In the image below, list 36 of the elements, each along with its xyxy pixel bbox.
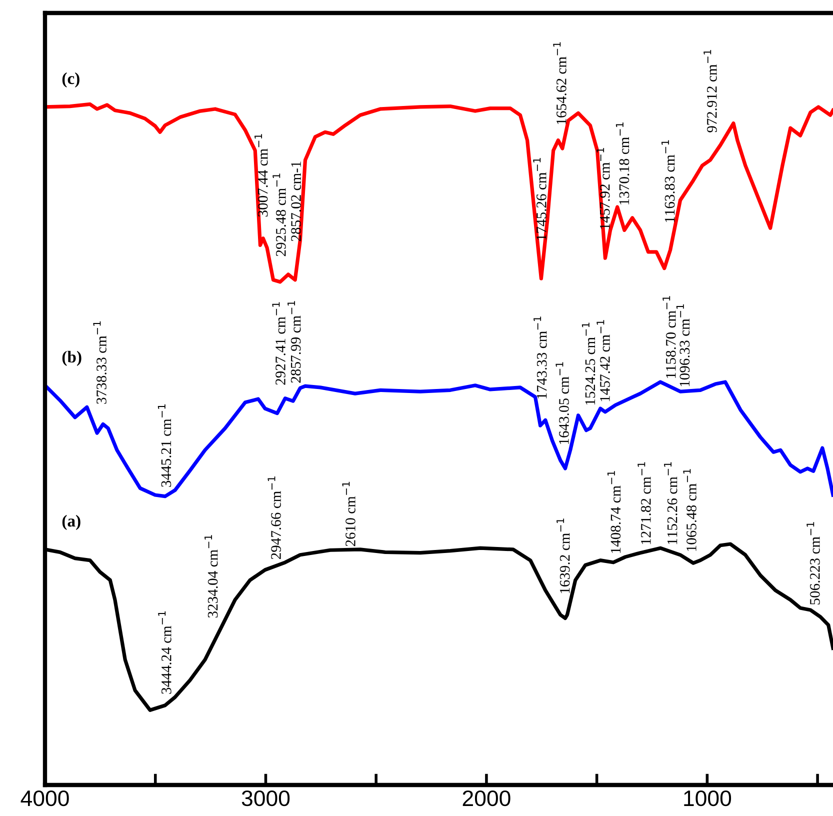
annotation: 1065.48 cm$^{−1}$ bbox=[683, 469, 696, 551]
series-label: (c) bbox=[62, 72, 80, 88]
annotation: 1370.18 cm$^{−1}$ bbox=[616, 122, 630, 204]
annotation: 2925.48 cm$^{−1}$ bbox=[272, 174, 286, 256]
annotation: 1163.83 cm$^{−1}$ bbox=[662, 140, 675, 222]
annotation: 2947.66 cm$^{−1}$ bbox=[268, 476, 281, 560]
annotation: 1271.82 cm$^{−1}$ bbox=[638, 462, 651, 544]
annotation: 1096.33 cm$^{−1}$ bbox=[676, 304, 690, 386]
annotation: 1408.74 cm$^{−1}$ bbox=[607, 471, 621, 553]
x-tick-label: 1000 bbox=[684, 790, 732, 806]
series-label: (a) bbox=[62, 514, 80, 530]
annotation: 1457.42 cm$^{−1}$ bbox=[596, 320, 610, 402]
annotation: 1457.92 cm$^{−1}$ bbox=[596, 148, 610, 229]
annotation: 1643.05 cm$^{−1}$ bbox=[556, 362, 569, 444]
x-tick-label: 2000 bbox=[462, 790, 510, 806]
annotation: 2610 cm$^{−1}$ bbox=[342, 482, 356, 546]
annotation: 3738.33 cm$^{−1}$ bbox=[93, 321, 106, 404]
annotation: 2857.99 cm$^{−1}$ bbox=[288, 301, 301, 383]
annotation: 1639.2 cm$^{−1}$ bbox=[556, 518, 570, 594]
annotation: 1158.70 cm$^{−1}$ bbox=[662, 296, 676, 378]
x-tick-label: 4000 bbox=[20, 790, 69, 806]
annotation: 2927.41 cm$^{−1}$ bbox=[272, 302, 286, 385]
annotation: 1524.25 cm$^{−1}$ bbox=[582, 322, 596, 405]
annotation: 3445.21 cm$^{−1}$ bbox=[158, 404, 172, 487]
annotation: 506.223 cm$^{−1}$ bbox=[806, 522, 820, 604]
annotation: 2857.02 cm-1 bbox=[291, 162, 301, 242]
annotation: 1152.26 cm$^{−1}$ bbox=[664, 462, 678, 544]
annotation: 1743.33 cm$^{−1}$ bbox=[534, 316, 547, 398]
annotation: 3444.24 cm$^{−1}$ bbox=[158, 611, 172, 694]
annotation: 3234.04 cm$^{−1}$ bbox=[204, 535, 218, 618]
x-tick-label: 3000 bbox=[242, 790, 290, 806]
annotation: 3007.44 cm$^{−1}$ bbox=[254, 134, 268, 217]
annotation: 1745.26 cm$^{−1}$ bbox=[533, 158, 546, 240]
series-label: (b) bbox=[62, 350, 82, 366]
annotation: 972.912 cm$^{−1}$ bbox=[704, 50, 717, 132]
annotation: 1654.62 cm$^{−1}$ bbox=[553, 42, 566, 124]
